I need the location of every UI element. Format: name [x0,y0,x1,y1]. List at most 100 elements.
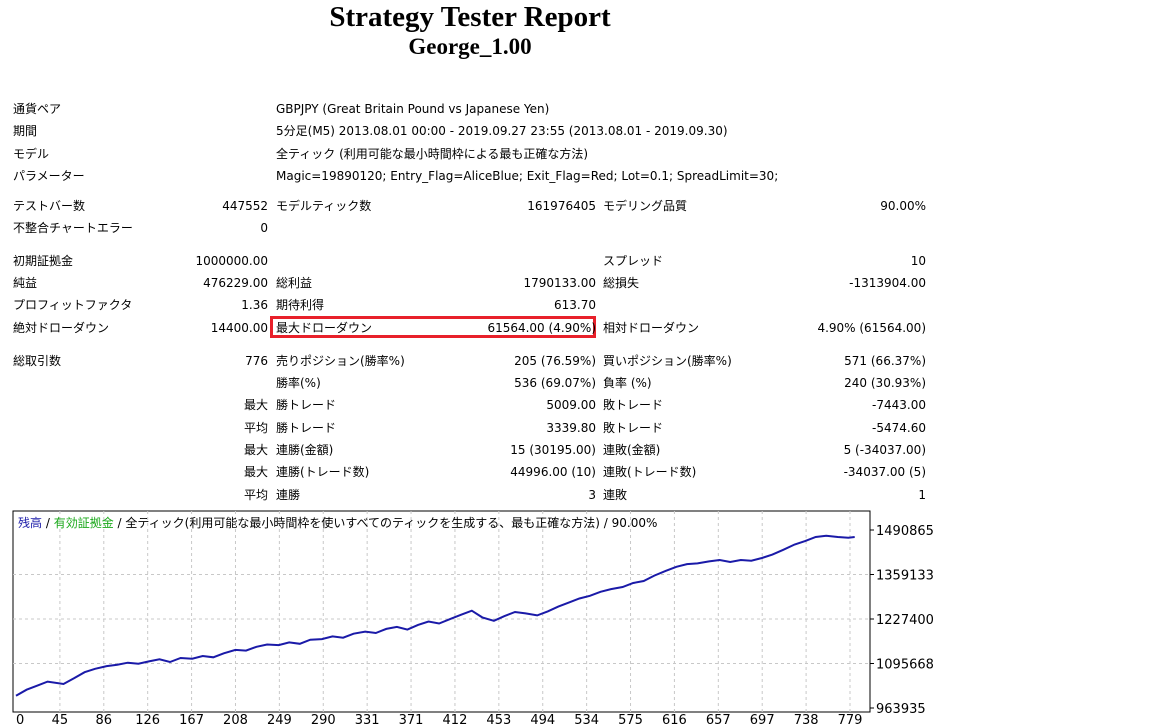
parameters-value: Magic=19890120; Entry_Flag=AliceBlue; Ex… [276,169,779,183]
mismatch-value: 0 [260,221,268,235]
spread-value: 10 [910,254,926,268]
legend-equity: 有効証拠金 [54,515,114,530]
win-rate-label: 勝率(%) [276,376,321,390]
gross-loss-value: -1313904.00 [849,276,926,290]
x-tick-label: 208 [223,713,248,727]
max-consec-loss-cnt-value: -34037.00 (5) [843,465,926,479]
y-tick-label: 1095668 [876,657,934,672]
avg-win-value: 3339.80 [546,421,596,435]
y-tick-label: 1227400 [876,613,934,628]
spread-label: スプレッド [603,254,664,268]
x-tick-label: 494 [530,713,555,727]
max-consec-loss-amt-value: 5 (-34037.00) [843,443,926,457]
max-consec-win-cnt-label: 連勝(トレード数) [276,465,370,479]
max-word-2: 最大 [243,443,268,457]
abs-drawdown-value: 14400.00 [210,321,268,335]
parameters-label: パラメーター [13,169,85,183]
model-value: 全ティック (利用可能な最小時間枠による最も正確な方法) [276,147,589,161]
x-tick-label: 412 [443,713,468,727]
y-axis-ticks: 1490865 1359133 1227400 1095668 963935 [870,524,934,717]
loss-rate-value: 240 (30.93%) [844,376,926,390]
x-tick-label: 738 [794,713,819,727]
largest-win-value: 5009.00 [546,398,596,412]
plot-frame [12,510,871,713]
rel-drawdown-value: 4.90% (61564.00) [817,321,926,335]
avg-consec-win-value: 3 [588,488,596,502]
legend-separator: / [42,516,54,530]
x-tick-label: 779 [838,713,863,727]
x-tick-label: 0 [16,713,24,727]
x-axis-ticks: 0 45 86 126 167 208 249 290 331 371 412 453 494 534 57… [16,713,862,727]
x-tick-label: 249 [267,713,292,727]
bars-value: 447552 [222,199,268,213]
balance-chart-svg: 残高 / 有効証拠金 / 全ティック(利用可能な最小時間枠を使いすべてのティック… [12,510,934,727]
y-tick-label: 963935 [876,702,926,717]
pair-value: GBPJPY (Great Britain Pound vs Japanese … [276,102,550,116]
balance-line [15,534,855,697]
total-trades-value: 776 [245,354,268,368]
avg-consec-loss-value: 1 [918,488,926,502]
long-positions-label: 買いポジション(勝率%) [603,354,732,368]
model-ticks-value: 161976405 [527,199,596,213]
modeling-quality-value: 90.00% [880,199,926,213]
x-tick-label: 86 [96,713,113,727]
initial-deposit-value: 1000000.00 [195,254,268,268]
avg-loss-value: -5474.60 [872,421,926,435]
short-positions-value: 205 (76.59%) [514,354,596,368]
x-tick-label: 657 [706,713,731,727]
avg-consec-win-label: 連勝 [276,488,301,502]
y-tick-label: 1359133 [876,568,934,583]
avg-word-2: 平均 [243,488,268,502]
max-consec-loss-cnt-label: 連敗(トレード数) [603,465,697,479]
total-trades-label: 総取引数 [13,354,62,368]
avg-loss-label: 敗トレード [603,421,664,435]
mismatch-label: 不整合チャートエラー [13,221,133,235]
gross-profit-label: 総利益 [276,276,313,290]
bars-label: テストバー数 [13,199,86,213]
net-profit-value: 476229.00 [203,276,268,290]
x-tick-label: 126 [135,713,160,727]
max-word-1: 最大 [243,398,268,412]
y-tick-label: 1490865 [876,524,934,539]
period-label: 期間 [13,124,38,138]
x-tick-label: 371 [399,713,424,727]
x-tick-label: 453 [486,713,511,727]
model-ticks-label: モデルティック数 [276,199,372,213]
x-tick-label: 534 [574,713,599,727]
loss-rate-label: 負率 (%) [603,376,652,390]
chart-legend: 残高 / 有効証拠金 / 全ティック(利用可能な最小時間枠を使いすべてのティック… [18,515,657,530]
x-tick-label: 616 [662,713,687,727]
net-profit-label: 純益 [13,276,38,290]
avg-consec-loss-label: 連敗 [603,488,628,502]
x-tick-label: 331 [355,713,380,727]
win-rate-value: 536 (69.07%) [514,376,596,390]
max-consec-win-amt-label: 連勝(金額) [276,443,334,457]
short-positions-label: 売りポジション(勝率%) [276,354,405,368]
avg-win-label: 勝トレード [276,421,337,435]
pair-label: 通貨ペア [13,102,62,116]
largest-loss-label: 敗トレード [603,398,664,412]
max-drawdown-value: 61564.00 (4.90%) [487,321,596,335]
max-consec-win-cnt-value: 44996.00 (10) [510,465,596,479]
model-label: モデル [13,147,50,161]
long-positions-value: 571 (66.37%) [844,354,926,368]
x-tick-label: 697 [750,713,775,727]
legend-description: / 全ティック(利用可能な最小時間枠を使いすべてのティックを生成する、最も正確な… [114,515,658,530]
profit-factor-label: プロフィットファクタ [13,298,133,312]
gross-loss-label: 総損失 [603,276,640,290]
max-drawdown-label: 最大ドローダウン [276,321,373,335]
expected-payoff-value: 613.70 [554,298,596,312]
largest-loss-value: -7443.00 [872,398,926,412]
x-tick-label: 45 [52,713,69,727]
x-tick-label: 167 [179,713,204,727]
profit-factor-value: 1.36 [241,298,268,312]
x-tick-label: 290 [311,713,336,727]
abs-drawdown-label: 絶対ドローダウン [13,321,110,335]
max-word-3: 最大 [243,465,268,479]
max-drawdown-highlight-box [270,316,596,338]
modeling-quality-label: モデリング品質 [603,199,688,213]
x-tick-label: 575 [618,713,643,727]
period-value: 5分足(M5) 2013.08.01 00:00 - 2019.09.27 23… [276,124,728,138]
initial-deposit-label: 初期証拠金 [13,254,74,268]
rel-drawdown-label: 相対ドローダウン [603,321,700,335]
